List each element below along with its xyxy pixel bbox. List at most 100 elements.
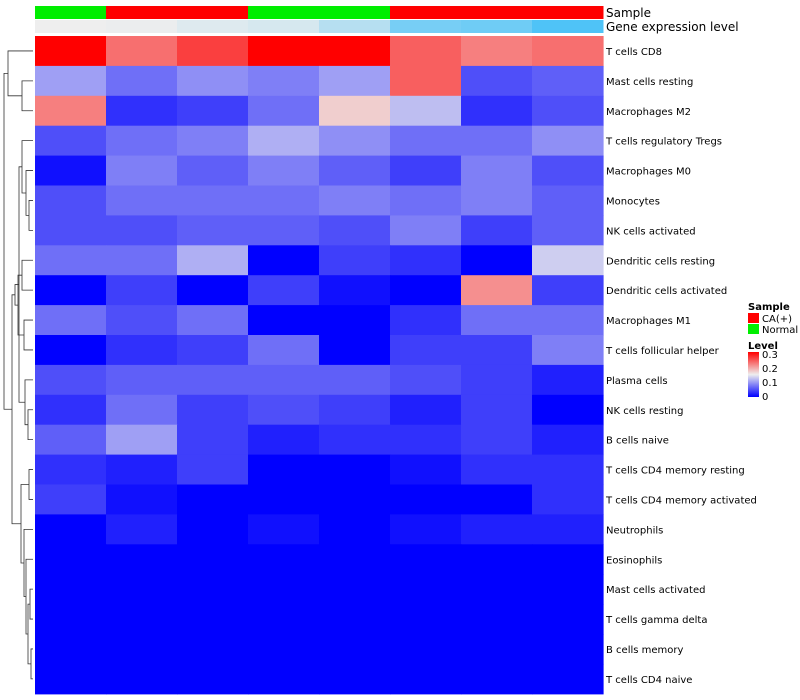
heatmap-cell [532, 454, 604, 486]
heatmap-cell [390, 634, 462, 665]
heatmap-cell [177, 155, 249, 187]
dendrogram-link [27, 409, 33, 441]
row-label: Dendritic cells resting [606, 256, 715, 267]
dendrogram-link [25, 170, 33, 216]
heatmap-cell [319, 574, 391, 605]
heatmap-cells [35, 36, 604, 695]
heatmap-cell [106, 95, 178, 127]
heatmap-cell [177, 394, 249, 426]
heatmap-cell [319, 245, 391, 276]
heatmap-cell [35, 36, 107, 67]
heatmap-cell [532, 544, 604, 575]
heatmap-cell [177, 454, 249, 486]
heatmap-cell [319, 634, 391, 665]
row-label: T cells CD4 memory activated [605, 495, 757, 506]
heatmap-cell [35, 454, 107, 486]
row-labels: T cells CD8 Mast cells resting Macrophages… [605, 47, 757, 686]
dendrogram-link [28, 200, 33, 231]
heatmap-cell [106, 364, 178, 396]
heatmap-cell [106, 574, 178, 605]
heatmap-cell [106, 275, 178, 306]
heatmap-cell [177, 544, 249, 575]
heatmap-cell [390, 125, 462, 157]
heatmap-cell [35, 544, 107, 575]
heatmap-cell [532, 484, 604, 515]
sample-annotation-cell [177, 6, 249, 19]
heatmap-cell [532, 36, 604, 67]
heatmap-cell [319, 95, 391, 127]
row-label: B cells memory [606, 645, 683, 656]
heatmap-cell [461, 36, 533, 67]
heatmap-cell [319, 663, 391, 695]
heatmap-cell [177, 424, 249, 456]
heatmap-cell [177, 215, 249, 246]
heatmap-cell [106, 604, 178, 635]
heatmap-cell [35, 185, 107, 216]
heatmap-cell [319, 544, 391, 575]
row-label: Monocytes [606, 196, 660, 207]
row-label: T cells CD8 [605, 47, 662, 58]
heatmap-cell [35, 663, 107, 695]
heatmap-cell [106, 514, 178, 545]
dendrogram-link [3, 72, 12, 410]
heatmap-cell [461, 514, 533, 545]
heatmap-cell [248, 394, 320, 426]
heatmap-cell [35, 604, 107, 635]
heatmap-cell [248, 155, 320, 187]
dendrogram-link [23, 319, 33, 351]
expression-annotation-cell [35, 20, 107, 33]
heatmap-cell [390, 514, 462, 545]
heatmap-cell [461, 215, 533, 246]
heatmap-cell [390, 36, 462, 67]
heatmap-cell [248, 484, 320, 515]
heatmap-cell [390, 95, 462, 127]
heatmap-cell [248, 454, 320, 486]
heatmap-cell [319, 514, 391, 545]
row-label: Eosinophils [606, 555, 662, 566]
heatmap-cell [248, 125, 320, 157]
row-label: T cells gamma delta [605, 615, 707, 626]
dendrogram-link [30, 648, 33, 680]
heatmap-cell [177, 305, 249, 336]
expression-annotation-cell [461, 20, 533, 33]
heatmap-cell [461, 275, 533, 306]
heatmap-cell [35, 95, 107, 127]
heatmap-cell [177, 663, 249, 695]
expression-annotation-cell [106, 20, 178, 33]
heatmap-cell [35, 245, 107, 276]
heatmap-cell [532, 604, 604, 635]
dendrogram-link [29, 588, 33, 620]
heatmap-cell [532, 305, 604, 336]
heatmap-cell [461, 544, 533, 575]
expression-annotation-cell [390, 20, 462, 33]
heatmap-cell [532, 155, 604, 187]
legend-tick-0-3: 0.3 [762, 350, 778, 361]
legend-swatch-ca [748, 313, 759, 323]
dendrogram-link [11, 294, 21, 525]
heatmap-cell [35, 275, 107, 306]
heatmap-cell [461, 484, 533, 515]
expression-annotation-cell [177, 20, 249, 33]
legend: Sample CA(+) Normal Level 0.3 0.2 0.1 0 [748, 302, 798, 403]
heatmap-cell [390, 155, 462, 187]
dendrogram-link [7, 50, 33, 97]
heatmap-cell [319, 155, 391, 187]
heatmap-cell [532, 574, 604, 605]
heatmap-cell [532, 424, 604, 456]
heatmap-cell [319, 364, 391, 396]
sample-annotation-cell [106, 6, 178, 19]
heatmap-cell [532, 394, 604, 426]
heatmap-cell [106, 634, 178, 665]
heatmap-cell [177, 335, 249, 366]
heatmap-cell [106, 245, 178, 276]
legend-tick-0: 0 [762, 392, 768, 403]
heatmap-cell [35, 155, 107, 187]
heatmap-cell [461, 574, 533, 605]
heatmap-cell [177, 574, 249, 605]
heatmap-cell [177, 95, 249, 127]
heatmap-cell [177, 36, 249, 67]
dendrogram-link [24, 379, 33, 426]
dendrogram-link [21, 259, 33, 291]
heatmap-cell [106, 424, 178, 456]
legend-color-bar [748, 352, 759, 397]
